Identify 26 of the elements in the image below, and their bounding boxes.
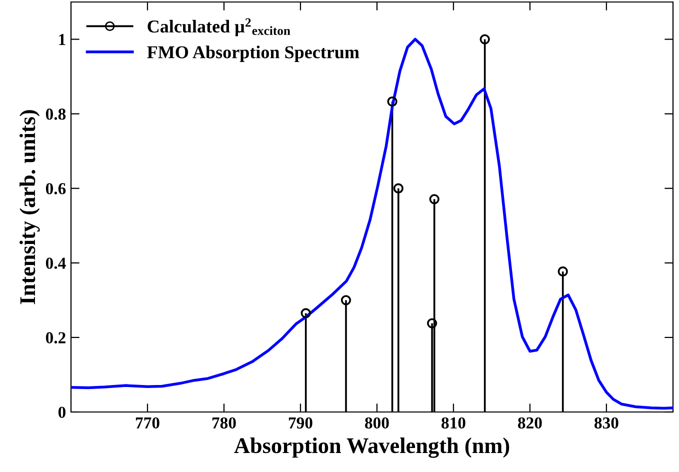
legend-label: FMO Absorption Spectrum bbox=[147, 46, 360, 62]
legend-label: Calculated μ$^{2}$$_{exciton}$ bbox=[148, 18, 290, 36]
point bbox=[340, 295, 352, 306]
y-tick-label: 0.2 bbox=[46, 332, 66, 344]
y-tick-label: 0.4 bbox=[46, 258, 66, 269]
x-tick-label: 810 bbox=[442, 417, 466, 429]
point bbox=[426, 318, 438, 328]
x-tick-label: 830 bbox=[594, 417, 618, 429]
x-tick-label: 800 bbox=[365, 417, 389, 429]
x-tick-label: 770 bbox=[136, 417, 160, 429]
point bbox=[429, 194, 440, 204]
x-axis-title: Absorption Wavelength (nm) bbox=[234, 438, 510, 458]
point bbox=[393, 183, 404, 194]
y-tick-label: 0 bbox=[58, 406, 66, 418]
point bbox=[300, 308, 311, 318]
x-tick-label: 790 bbox=[288, 417, 312, 429]
point bbox=[480, 34, 490, 44]
line-series bbox=[71, 38, 673, 410]
x-tick-label: 780 bbox=[212, 417, 236, 429]
point bbox=[387, 96, 398, 107]
y-tick-label: 0.8 bbox=[46, 108, 66, 120]
point bbox=[558, 266, 568, 277]
y-tick-label: 0.6 bbox=[46, 183, 66, 194]
y-axis-title: Intensity (arb. units) bbox=[20, 110, 40, 304]
x-tick-label: 820 bbox=[518, 417, 542, 429]
y-tick-label: 1 bbox=[59, 34, 66, 46]
